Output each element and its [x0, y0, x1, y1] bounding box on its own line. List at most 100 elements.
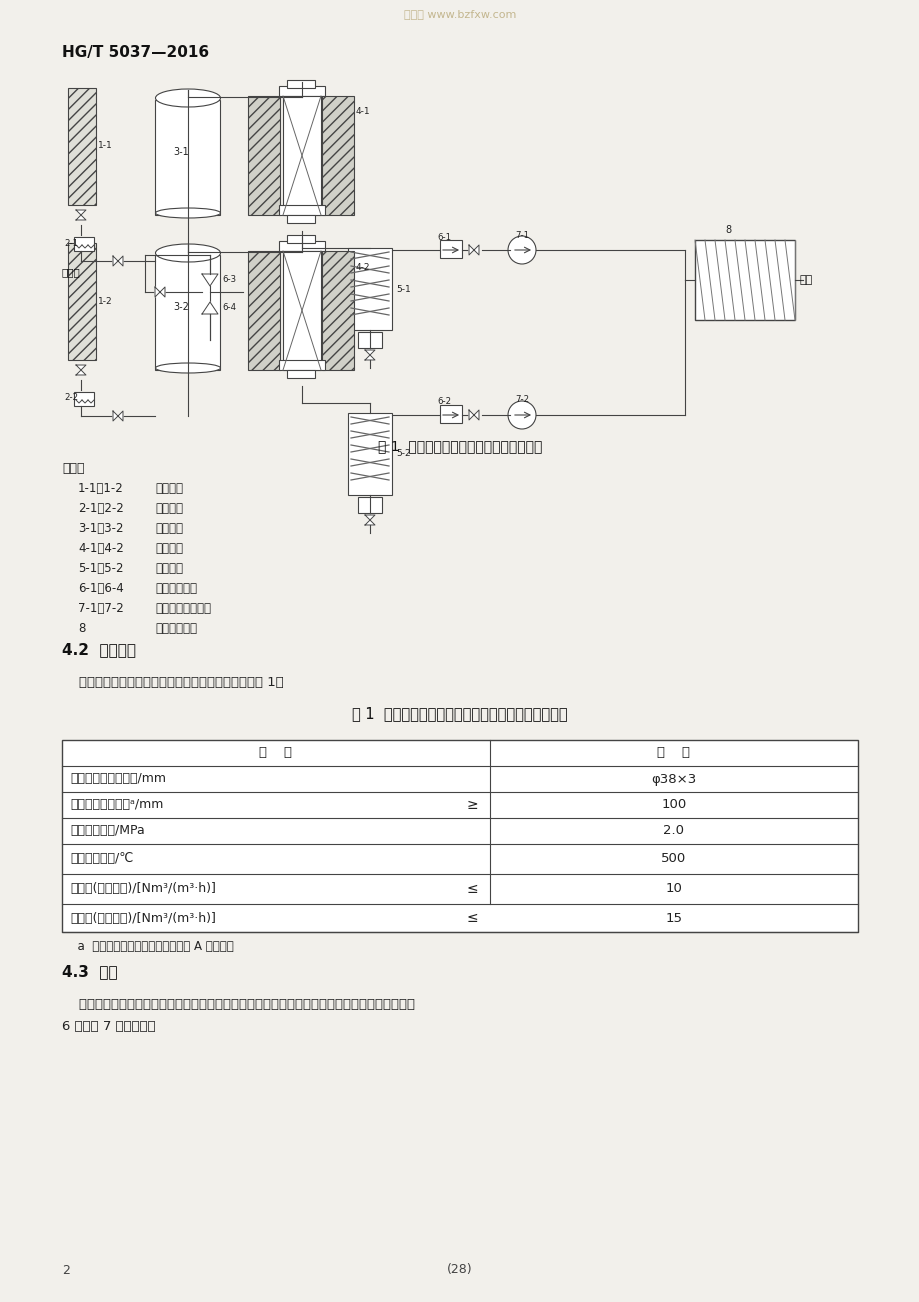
Bar	[347, 413, 391, 495]
Bar	[347, 247, 391, 329]
Text: 6-2: 6-2	[437, 397, 450, 406]
Text: 6 章和第 7 章的规定。: 6 章和第 7 章的规定。	[62, 1019, 155, 1032]
Polygon shape	[76, 210, 85, 215]
Text: 说明：: 说明：	[62, 461, 85, 474]
Text: 6-1～6-4: 6-1～6-4	[78, 582, 124, 595]
Polygon shape	[118, 256, 123, 266]
Text: 4.3  校验: 4.3 校验	[62, 965, 118, 979]
Polygon shape	[202, 273, 218, 286]
Text: 冷凝器；: 冷凝器；	[154, 561, 183, 574]
Text: 2.0: 2.0	[663, 824, 684, 837]
Text: ≥: ≥	[466, 798, 477, 812]
Bar	[68, 243, 96, 359]
Polygon shape	[473, 410, 479, 421]
Text: 4.2  主要性能: 4.2 主要性能	[62, 642, 136, 658]
Text: 2-1: 2-1	[64, 238, 78, 247]
Text: 湿式气体流量计；: 湿式气体流量计；	[154, 602, 210, 615]
Polygon shape	[202, 302, 218, 314]
Polygon shape	[76, 215, 85, 220]
Bar	[154, 255, 220, 370]
Text: 2: 2	[62, 1263, 70, 1276]
Bar	[278, 241, 324, 251]
Text: 参    数: 参 数	[657, 746, 690, 759]
Text: 项    目: 项 目	[259, 746, 292, 759]
Circle shape	[507, 401, 536, 428]
Text: 表 1  甲醇制氢催化剂活性试验装置主要性能设计参数: 表 1 甲醇制氢催化剂活性试验装置主要性能设计参数	[352, 707, 567, 721]
Text: 4-1、4-2: 4-1、4-2	[78, 542, 124, 555]
Bar	[74, 237, 94, 251]
Ellipse shape	[155, 208, 221, 217]
Text: 5-1、5-2: 5-1、5-2	[78, 561, 123, 574]
Polygon shape	[154, 286, 160, 297]
Text: 4-2: 4-2	[356, 263, 370, 272]
Text: 平流泵；: 平流泵；	[154, 501, 183, 514]
Bar	[357, 497, 381, 513]
Text: 放空: 放空	[800, 275, 812, 285]
Text: 10: 10	[664, 883, 682, 896]
Text: (28): (28)	[447, 1263, 472, 1276]
Text: 3-2: 3-2	[173, 302, 188, 312]
Polygon shape	[473, 245, 479, 255]
Text: 6-3: 6-3	[221, 276, 236, 285]
Bar	[283, 251, 321, 370]
Text: 3-1: 3-1	[173, 147, 188, 158]
Text: 图 1  甲醇制氢催化剂活性试验装置示意图: 图 1 甲醇制氢催化剂活性试验装置示意图	[378, 439, 541, 453]
Bar	[287, 370, 314, 378]
Bar	[357, 332, 381, 348]
Circle shape	[507, 236, 536, 264]
Bar	[287, 215, 314, 223]
Bar	[248, 251, 279, 370]
Text: 1-2: 1-2	[98, 297, 112, 306]
Polygon shape	[160, 286, 165, 297]
Bar	[283, 96, 321, 215]
Bar	[248, 96, 279, 215]
Bar	[694, 240, 794, 320]
Polygon shape	[365, 516, 375, 519]
Text: 计量管；: 计量管；	[154, 482, 183, 495]
Text: φ38×3: φ38×3	[651, 772, 696, 785]
Text: 15: 15	[664, 911, 682, 924]
Text: 100: 100	[661, 798, 686, 811]
Text: 最高使用温度/℃: 最高使用温度/℃	[70, 853, 133, 866]
Text: 反应器中反应管规格/mm: 反应器中反应管规格/mm	[70, 772, 165, 785]
Text: 500: 500	[661, 853, 686, 866]
Bar	[439, 240, 461, 258]
Bar	[322, 96, 354, 215]
Polygon shape	[76, 365, 85, 370]
Text: 2-1、2-2: 2-1、2-2	[78, 501, 124, 514]
Text: 气相色谱仪。: 气相色谱仪。	[154, 621, 197, 634]
Text: a  反应器等温区长度的测定按附录 A 的规定。: a 反应器等温区长度的测定按附录 A 的规定。	[70, 940, 233, 953]
Text: 6-4: 6-4	[221, 303, 236, 312]
Text: 8: 8	[724, 225, 731, 234]
Polygon shape	[365, 519, 375, 525]
Polygon shape	[469, 245, 473, 255]
Bar	[287, 79, 314, 89]
Text: 正常情况下，试验装置的平行性、复现性每年用参考样或保留样至少测定一次，其测定方法按第: 正常情况下，试验装置的平行性、复现性每年用参考样或保留样至少测定一次，其测定方法…	[62, 999, 414, 1010]
Text: 转子流量计；: 转子流量计；	[154, 582, 197, 595]
Text: 学兔兔 www.bzfxw.com: 学兔兔 www.bzfxw.com	[403, 9, 516, 20]
Bar	[439, 405, 461, 423]
Polygon shape	[118, 411, 123, 421]
Text: 汽化器；: 汽化器；	[154, 522, 183, 535]
Polygon shape	[469, 410, 473, 421]
Text: 最高使用压力/MPa: 最高使用压力/MPa	[70, 824, 144, 837]
Text: 还原气: 还原气	[62, 267, 81, 277]
Bar	[278, 204, 324, 215]
Bar	[322, 251, 354, 370]
Text: 2-2: 2-2	[64, 393, 78, 402]
Bar	[154, 100, 220, 215]
Text: 1-1: 1-1	[98, 142, 113, 151]
Text: 反应器；: 反应器；	[154, 542, 183, 555]
Text: 复现性(绝对差値)/[Nm³/(m³·h)]: 复现性(绝对差値)/[Nm³/(m³·h)]	[70, 911, 216, 924]
Text: HG/T 5037—2016: HG/T 5037—2016	[62, 44, 209, 60]
Ellipse shape	[155, 89, 221, 107]
Bar	[278, 359, 324, 370]
Ellipse shape	[155, 363, 221, 372]
Text: 1-1、1-2: 1-1、1-2	[78, 482, 124, 495]
Text: 3-1、3-2: 3-1、3-2	[78, 522, 123, 535]
Bar	[62, 740, 857, 932]
Bar	[278, 86, 324, 96]
Bar	[287, 234, 314, 243]
Text: 5-2: 5-2	[395, 449, 410, 458]
Bar	[74, 392, 94, 406]
